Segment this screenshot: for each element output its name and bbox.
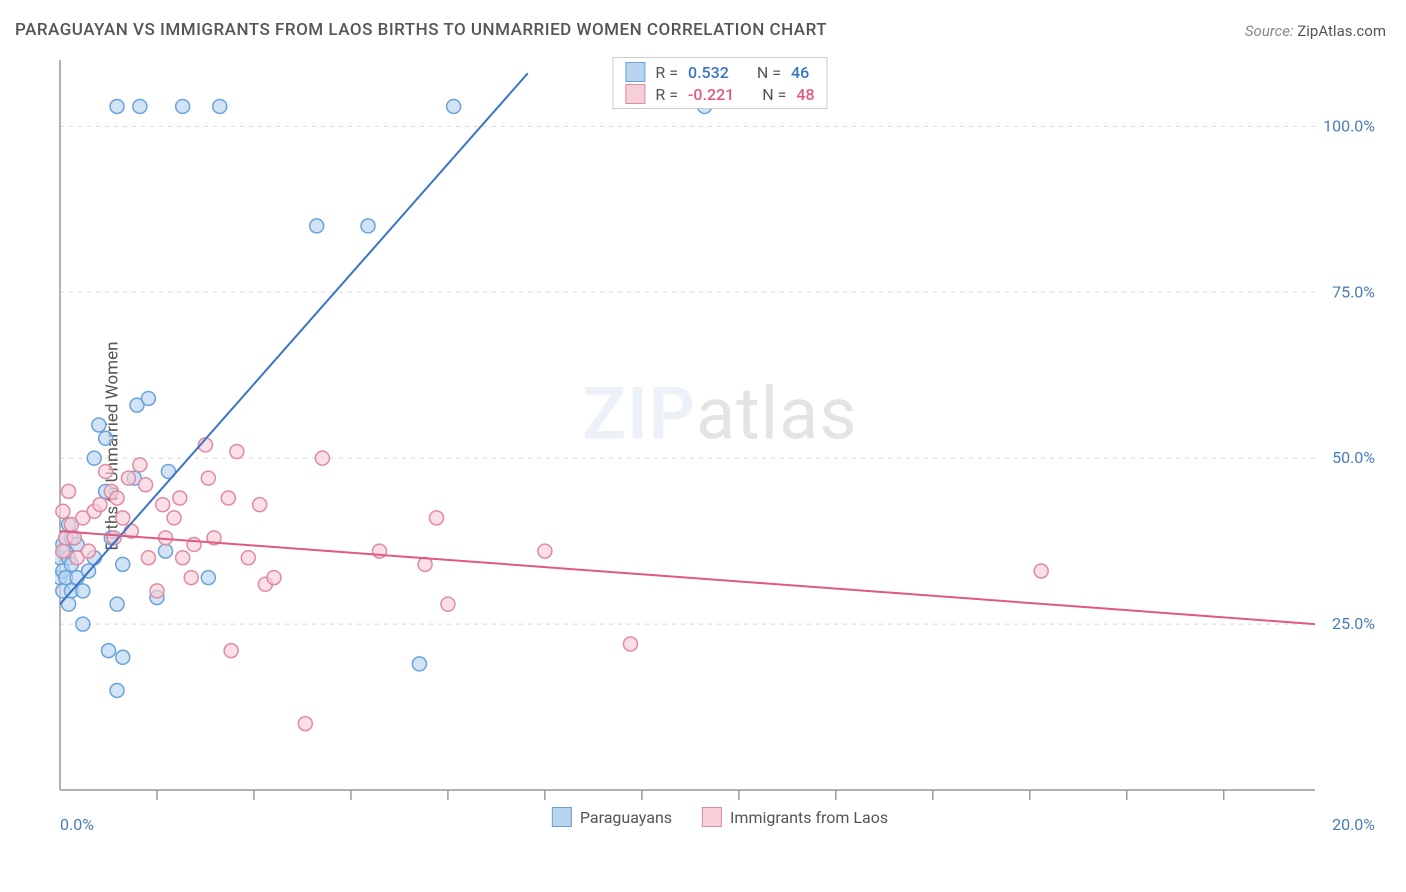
legend-row-paraguayans: R = 0.532 N = 46 [625,62,814,82]
swatch-laos-icon [702,807,722,827]
source-value: ZipAtlas.com [1297,22,1386,40]
r-label: R = [655,85,678,104]
legend-item-laos: Immigrants from Laos [702,807,888,827]
svg-text:25.0%: 25.0% [1332,614,1375,633]
plot-area: 25.0%50.0%75.0%100.0%0.0%20.0% ZIPatlas … [55,55,1385,835]
n-value-paraguayans: 46 [791,63,809,82]
legend-row-laos: R = -0.221 N = 48 [625,84,814,104]
svg-text:20.0%: 20.0% [1332,815,1375,834]
chart-title: PARAGUAYAN VS IMMIGRANTS FROM LAOS BIRTH… [15,20,827,40]
source-attribution: Source: ZipAtlas.com [1245,22,1386,40]
source-label: Source: [1245,22,1294,40]
r-value-laos: -0.221 [688,85,734,104]
n-label: N = [757,63,781,82]
n-value-laos: 48 [796,85,814,104]
svg-text:50.0%: 50.0% [1332,448,1375,467]
n-label: N = [762,85,786,104]
correlation-legend: R = 0.532 N = 46 R = -0.221 N = 48 [612,57,827,109]
series-name-laos: Immigrants from Laos [730,808,888,827]
scatter-chart: 25.0% 50.0% 75.0% 100.0% 0.0% 20.0% [55,55,1385,835]
swatch-paraguayans [625,62,645,82]
series-name-paraguayans: Paraguayans [580,808,672,827]
r-value-paraguayans: 0.532 [688,63,729,82]
swatch-laos [625,84,645,104]
r-label: R = [655,63,678,82]
svg-text:100.0%: 100.0% [1323,116,1375,135]
svg-text:75.0%: 75.0% [1332,282,1375,301]
series-legend: Paraguayans Immigrants from Laos [552,807,888,827]
svg-text:0.0%: 0.0% [60,815,94,834]
legend-item-paraguayans: Paraguayans [552,807,672,827]
swatch-paraguayans-icon [552,807,572,827]
